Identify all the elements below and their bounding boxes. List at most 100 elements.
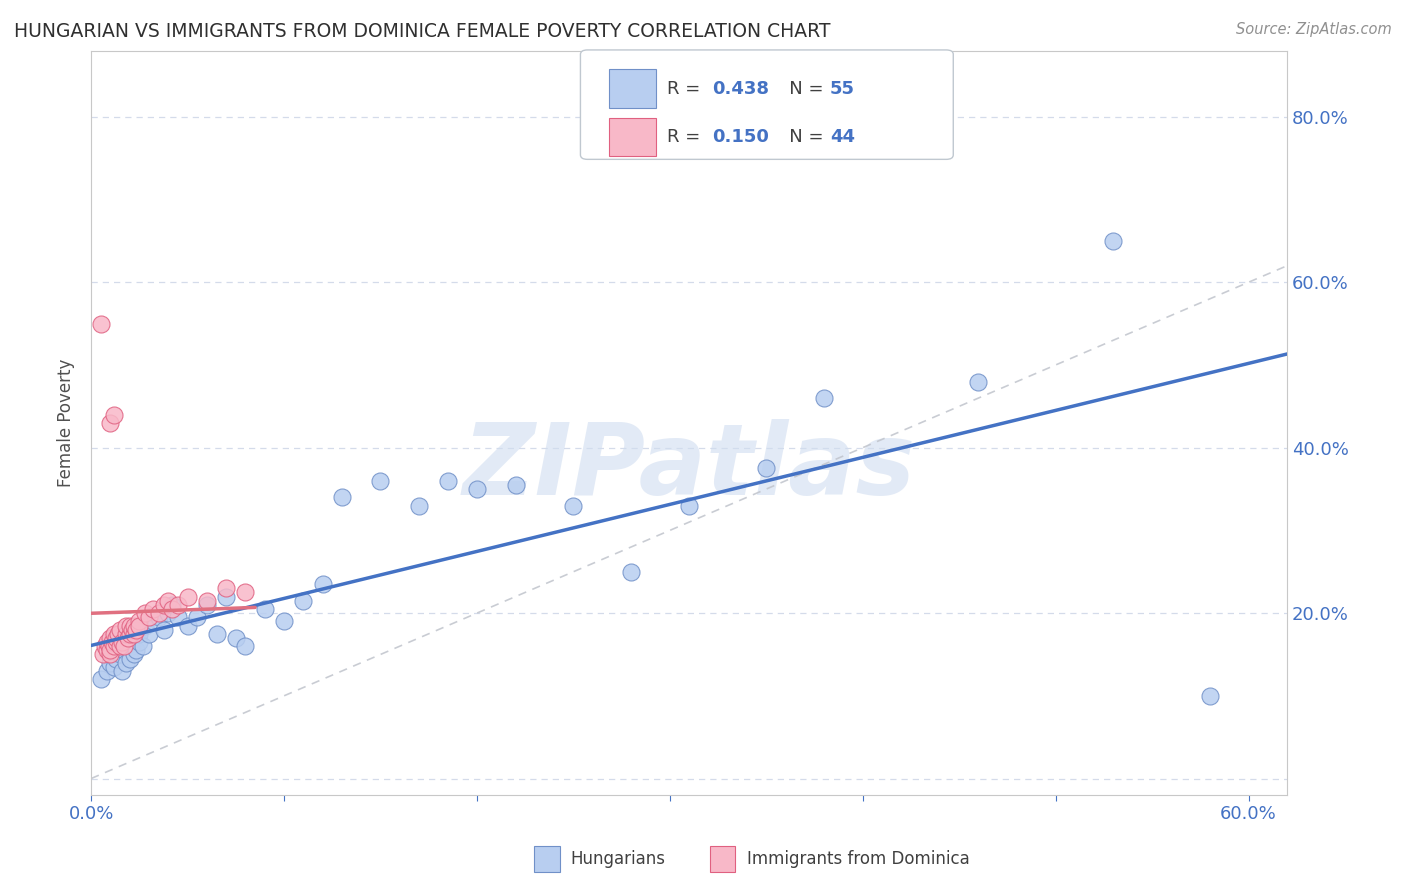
Point xyxy=(112,643,135,657)
Text: Hungarians: Hungarians xyxy=(571,850,666,868)
Point xyxy=(311,577,333,591)
Point xyxy=(124,623,146,637)
Point xyxy=(100,643,122,657)
Point xyxy=(1102,234,1125,248)
Point xyxy=(134,606,156,620)
Point xyxy=(235,585,257,599)
Point xyxy=(97,639,120,653)
Text: HUNGARIAN VS IMMIGRANTS FROM DOMINICA FEMALE POVERTY CORRELATION CHART: HUNGARIAN VS IMMIGRANTS FROM DOMINICA FE… xyxy=(14,22,831,41)
Point xyxy=(115,618,138,632)
Point xyxy=(105,631,128,645)
Point xyxy=(215,582,238,596)
Point xyxy=(121,639,143,653)
Text: 0.150: 0.150 xyxy=(711,128,769,145)
Point xyxy=(118,651,141,665)
Point xyxy=(115,635,138,649)
Point xyxy=(225,631,247,645)
Point xyxy=(115,627,138,641)
Text: 0.438: 0.438 xyxy=(711,79,769,97)
Point xyxy=(108,648,131,662)
Point xyxy=(148,610,170,624)
Point xyxy=(128,615,150,629)
Point xyxy=(142,615,165,629)
Point xyxy=(678,499,700,513)
Point xyxy=(813,391,835,405)
Point xyxy=(108,639,131,653)
Text: Source: ZipAtlas.com: Source: ZipAtlas.com xyxy=(1236,22,1392,37)
Point xyxy=(465,482,488,496)
Point xyxy=(205,627,228,641)
Point xyxy=(118,618,141,632)
Point xyxy=(562,499,585,513)
Point xyxy=(370,474,392,488)
Point xyxy=(103,627,125,641)
Point xyxy=(100,656,122,670)
Point xyxy=(93,639,115,653)
Text: R =: R = xyxy=(666,79,706,97)
Text: 55: 55 xyxy=(830,79,855,97)
Point xyxy=(505,478,527,492)
Point xyxy=(1199,689,1222,703)
Point xyxy=(176,590,198,604)
Point xyxy=(620,565,643,579)
Point xyxy=(111,635,134,649)
Point xyxy=(105,635,128,649)
Point xyxy=(122,618,145,632)
Point xyxy=(167,610,190,624)
Point xyxy=(273,615,295,629)
Point xyxy=(292,593,315,607)
Point xyxy=(408,499,430,513)
Point xyxy=(437,474,460,488)
Point xyxy=(148,606,170,620)
Point xyxy=(100,648,122,662)
Point xyxy=(121,623,143,637)
Point xyxy=(138,627,160,641)
Point xyxy=(90,673,112,687)
Point xyxy=(142,602,165,616)
Point xyxy=(215,590,238,604)
Point xyxy=(157,606,180,620)
Point xyxy=(153,623,176,637)
Point xyxy=(195,593,218,607)
Point xyxy=(176,618,198,632)
Point xyxy=(153,598,176,612)
Point xyxy=(122,648,145,662)
Point xyxy=(128,627,150,641)
Point xyxy=(122,631,145,645)
Point xyxy=(100,648,122,662)
Point xyxy=(111,664,134,678)
Point xyxy=(96,643,118,657)
Point xyxy=(967,375,990,389)
Point xyxy=(90,317,112,331)
Point xyxy=(118,627,141,641)
Point xyxy=(118,627,141,641)
Point xyxy=(134,618,156,632)
Point xyxy=(128,635,150,649)
Point xyxy=(117,631,139,645)
Point xyxy=(128,618,150,632)
Point xyxy=(100,631,122,645)
Text: 44: 44 xyxy=(830,128,855,145)
Point xyxy=(101,635,124,649)
Text: ZIPatlas: ZIPatlas xyxy=(463,419,915,516)
Point xyxy=(122,627,145,641)
Point xyxy=(103,408,125,422)
Point xyxy=(253,602,276,616)
Point xyxy=(105,651,128,665)
Point xyxy=(100,416,122,430)
Point xyxy=(108,639,131,653)
Point xyxy=(115,656,138,670)
Point xyxy=(103,639,125,653)
Point xyxy=(91,648,114,662)
Point xyxy=(108,623,131,637)
Point xyxy=(132,639,155,653)
Point xyxy=(330,491,353,505)
Point xyxy=(195,598,218,612)
Text: N =: N = xyxy=(772,128,830,145)
Point xyxy=(755,461,778,475)
Text: R =: R = xyxy=(666,128,706,145)
Point xyxy=(96,635,118,649)
Point xyxy=(112,639,135,653)
Point xyxy=(138,610,160,624)
Point xyxy=(186,610,208,624)
